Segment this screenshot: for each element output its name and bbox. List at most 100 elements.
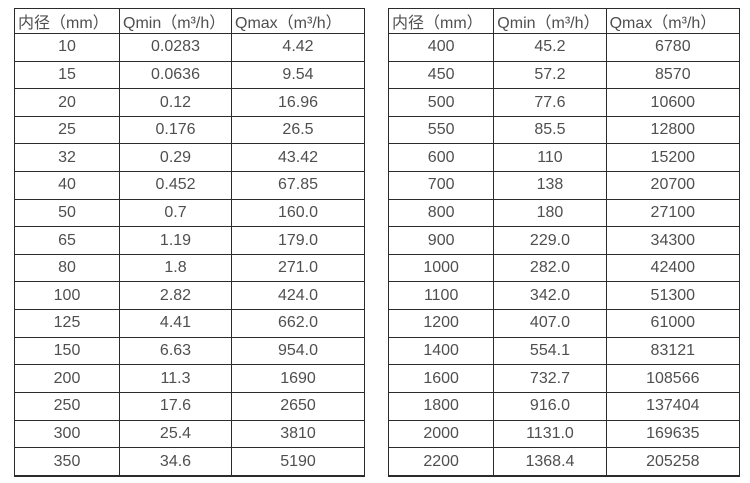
table-cell: 80 [14,253,120,283]
table-cell: 5190 [231,447,365,477]
table-cell: 77.6 [493,88,607,117]
header-qmax: Qmax（m³/h） [231,8,365,34]
flow-rate-table-left: 内径（mm） Qmin（m³/h） Qmax（m³/h） 10 0.0283 4.4… [14,8,365,477]
table-cell: 83121 [605,336,741,366]
table-cell: 900 [387,226,495,255]
table-cell: 43.42 [231,143,365,173]
table-cell: 500 [387,88,495,117]
table-row: 80 1.8 271.0 [14,253,365,283]
table-cell: 45.2 [493,33,607,62]
table-cell: 65 [14,226,120,255]
table-cell: 342.0 [493,281,607,311]
table-cell: 179.0 [231,226,365,255]
table-cell: 916.0 [493,391,607,421]
table-cell: 700 [387,171,495,200]
table-row: 15 0.0636 9.54 [14,60,365,90]
table-row: 250 17.6 2650 [14,391,365,421]
table-cell: 250 [14,391,120,421]
table-cell: 20 [14,88,120,117]
table-cell: 800 [387,198,495,228]
table-cell: 10 [14,33,120,62]
table-cell: 6.63 [119,336,232,366]
table-row: 1200 407.0 61000 [387,309,741,338]
table-cell: 169635 [605,419,741,449]
table-cell: 205258 [605,447,741,477]
table-row: 1400 554.1 83121 [387,336,741,366]
table-cell: 1368.4 [493,447,607,477]
table-row: 100 2.82 424.0 [14,281,365,311]
table-cell: 2650 [231,391,365,421]
table-cell: 108566 [605,364,741,393]
table-cell: 34.6 [119,447,232,477]
table-row: 40 0.452 67.85 [14,171,365,200]
header-inner-diameter: 内径（mm） [387,8,495,34]
table-cell: 51300 [605,281,741,311]
table-cell: 0.0283 [119,33,232,62]
table-cell: 15 [14,60,120,90]
table-cell: 662.0 [231,309,365,338]
table-cell: 3810 [231,419,365,449]
table-cell: 400 [387,33,495,62]
table-row: 600 110 15200 [387,143,741,173]
table-cell: 424.0 [231,281,365,311]
table-row: 125 4.41 662.0 [14,309,365,338]
table-row: 900 229.0 34300 [387,226,741,255]
table-cell: 67.85 [231,171,365,200]
table-cell: 15200 [605,143,741,173]
table-row: 200 11.3 1690 [14,364,365,393]
table-cell: 554.1 [493,336,607,366]
table-row: 2200 1368.4 205258 [387,447,741,477]
table-cell: 26.5 [231,115,365,145]
table-cell: 1.19 [119,226,232,255]
table-cell: 125 [14,309,120,338]
table-cell: 85.5 [493,115,607,145]
table-row: 800 180 27100 [387,198,741,228]
table-cell: 8570 [605,60,741,90]
table-header-row: 内径（mm） Qmin（m³/h） Qmax（m³/h） [387,8,741,34]
table-cell: 180 [493,198,607,228]
table-cell: 550 [387,115,495,145]
table-row: 20 0.12 16.96 [14,88,365,117]
header-qmax: Qmax（m³/h） [605,8,741,34]
table-cell: 50 [14,198,120,228]
table-cell: 4.42 [231,33,365,62]
table-cell: 350 [14,447,120,477]
table-row: 1800 916.0 137404 [387,391,741,421]
table-cell: 6780 [605,33,741,62]
table-cell: 0.7 [119,198,232,228]
table-row: 1600 732.7 108566 [387,364,741,393]
table-row: 700 138 20700 [387,171,741,200]
table-cell: 229.0 [493,226,607,255]
table-cell: 20700 [605,171,741,200]
table-cell: 11.3 [119,364,232,393]
table-cell: 40 [14,171,120,200]
table-row: 450 57.2 8570 [387,60,741,90]
table-cell: 200 [14,364,120,393]
header-qmin: Qmin（m³/h） [493,8,607,34]
table-cell: 0.176 [119,115,232,145]
table-cell: 42400 [605,253,741,283]
table-body-right: 400 45.2 6780 450 57.2 8570 500 77.6 10600 550 85.… [387,33,741,477]
table-row: 32 0.29 43.42 [14,143,365,173]
table-cell: 32 [14,143,120,173]
table-cell: 300 [14,419,120,449]
table-cell: 1100 [387,281,495,311]
table-cell: 4.41 [119,309,232,338]
table-row: 500 77.6 10600 [387,88,741,117]
table-cell: 1400 [387,336,495,366]
table-cell: 600 [387,143,495,173]
table-row: 1100 342.0 51300 [387,281,741,311]
table-row: 1000 282.0 42400 [387,253,741,283]
table-cell: 150 [14,336,120,366]
flow-rate-table-right: 内径（mm） Qmin（m³/h） Qmax（m³/h） 400 45.2 6780… [387,8,741,477]
table-cell: 1000 [387,253,495,283]
table-cell: 0.452 [119,171,232,200]
table-cell: 27100 [605,198,741,228]
table-cell: 9.54 [231,60,365,90]
table-cell: 1200 [387,309,495,338]
table-cell: 1800 [387,391,495,421]
table-cell: 1.8 [119,253,232,283]
table-cell: 1690 [231,364,365,393]
table-cell: 450 [387,60,495,90]
table-row: 65 1.19 179.0 [14,226,365,255]
